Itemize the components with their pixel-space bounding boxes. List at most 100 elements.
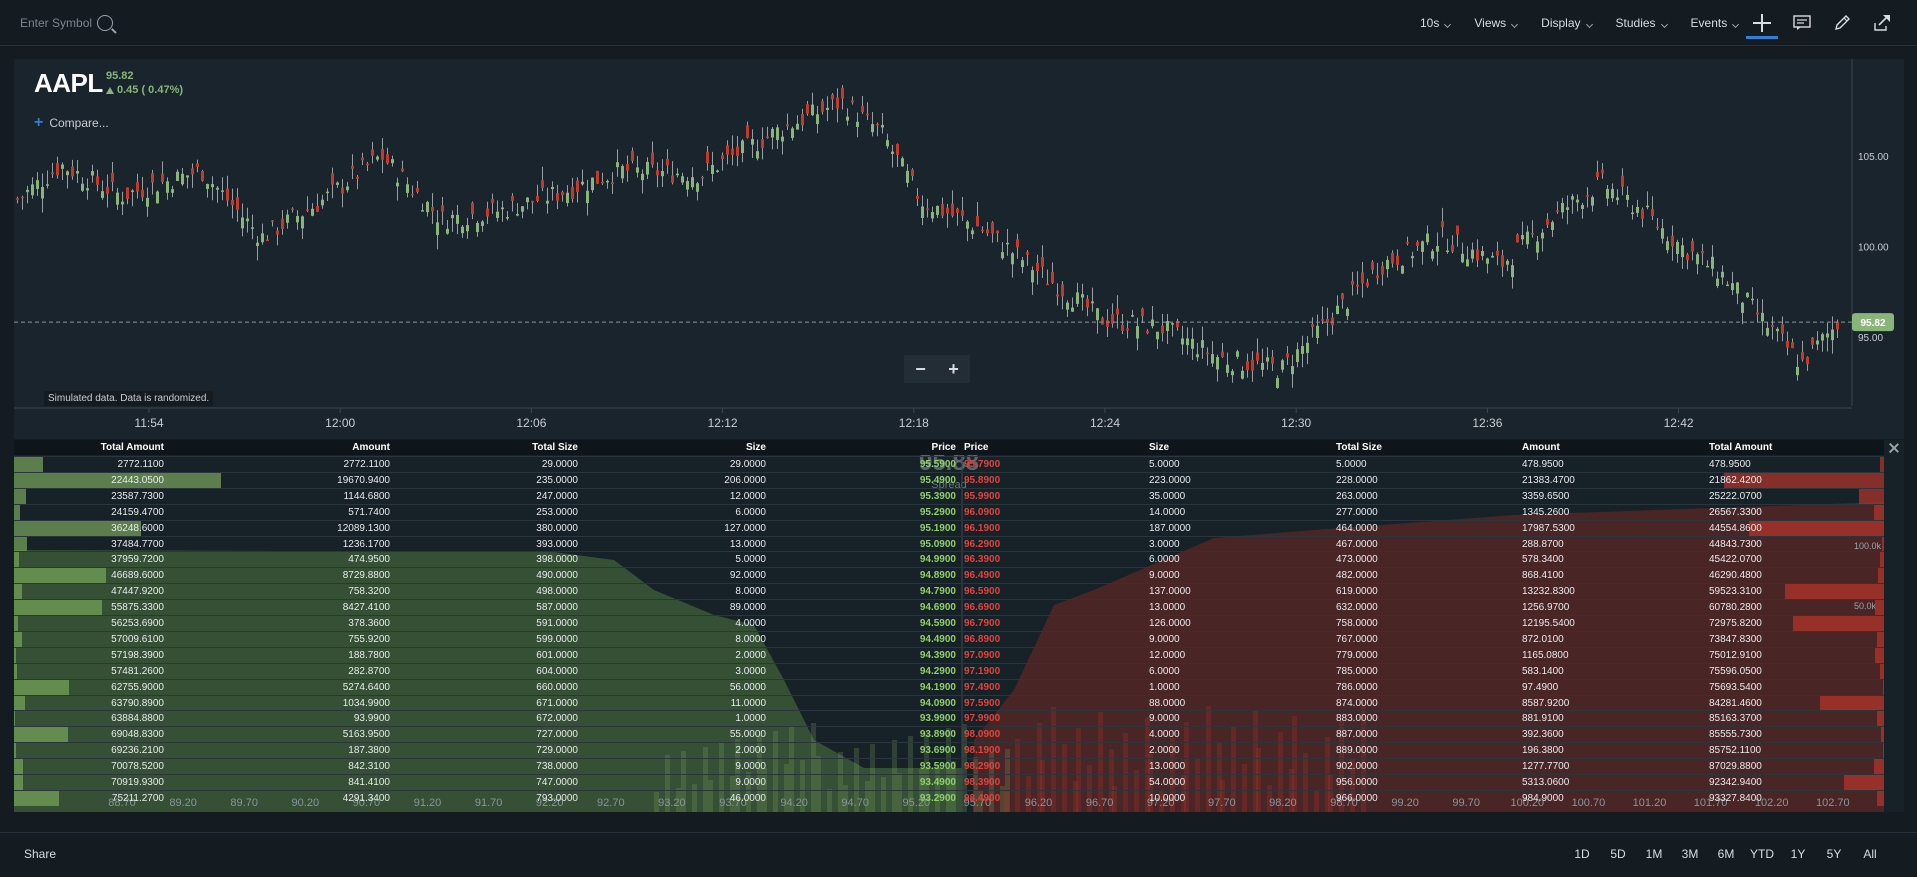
bid-cell: 70078.5200 xyxy=(111,761,164,773)
depth-row[interactable]: 36248.6000 12089.1300 380.0000 127.0000 95.1… xyxy=(14,519,1884,536)
depth-row[interactable]: 57009.6100 755.9200 599.0000 8.0000 94.4900 9… xyxy=(14,630,1884,647)
draw-button[interactable] xyxy=(1822,0,1862,46)
period-6m[interactable]: 6M xyxy=(1717,847,1735,861)
ticker-change-value: 0.45 ( 0.47%) xyxy=(117,84,184,96)
bid-cell: 380.0000 xyxy=(536,522,578,534)
candle-body xyxy=(541,180,544,188)
depth-row[interactable]: 2772.1100 2772.1100 29.0000 29.0000 95.5900 9… xyxy=(14,456,1884,472)
candle-body xyxy=(306,209,309,211)
depth-row[interactable]: 22443.0500 19670.9400 235.0000 206.0000 95.4… xyxy=(14,471,1884,488)
period-5y[interactable]: 5Y xyxy=(1826,847,1842,861)
candle-body xyxy=(766,136,769,138)
candle-body xyxy=(1466,259,1469,267)
period-ytd[interactable]: YTD xyxy=(1750,847,1774,861)
ask-cell: 785.0000 xyxy=(1336,665,1378,677)
depth-x-tick: 95.70 xyxy=(964,797,992,809)
depth-row[interactable]: 24159.4700 571.7400 253.0000 6.0000 95.2900 9… xyxy=(14,503,1884,520)
period-1m[interactable]: 1M xyxy=(1645,847,1663,861)
zoom-out-button[interactable]: − xyxy=(915,358,926,379)
bid-volume-bar xyxy=(719,743,724,812)
bid-cell: 19670.9400 xyxy=(337,474,390,486)
candle-body xyxy=(1516,234,1519,243)
candle-body xyxy=(926,208,929,210)
candle-body xyxy=(636,167,639,173)
candle-body xyxy=(496,211,499,218)
candle-body xyxy=(996,230,999,234)
depth-row[interactable]: 46689.6000 8729.8800 490.0000 92.0000 94.890… xyxy=(14,567,1884,584)
period-1y[interactable]: 1Y xyxy=(1790,847,1806,861)
candle-body xyxy=(1806,356,1809,365)
depth-row[interactable]: 70078.5200 842.3100 738.0000 9.0000 93.5900 9… xyxy=(14,758,1884,775)
period-3m[interactable]: 3M xyxy=(1681,847,1699,861)
depth-row[interactable]: 69236.2100 187.3800 729.0000 2.0000 93.6900 9… xyxy=(14,742,1884,759)
depth-row[interactable]: 57198.3900 188.7800 601.0000 2.0000 94.3900 9… xyxy=(14,646,1884,663)
ask-volume-bar xyxy=(1145,717,1150,812)
period-1d[interactable]: 1D xyxy=(1574,847,1590,861)
depth-row[interactable]: 56253.6900 378.3600 591.0000 4.0000 94.5900 9… xyxy=(14,615,1884,631)
bid-cell: 13.0000 xyxy=(729,538,766,550)
depth-row[interactable]: 37959.7200 474.9500 398.0000 5.0000 94.9900 9… xyxy=(14,551,1884,568)
info-panel-button[interactable] xyxy=(1782,0,1822,46)
candle-body xyxy=(1326,319,1329,323)
bid-cell: 747.0000 xyxy=(536,777,578,788)
period-5d[interactable]: 5D xyxy=(1610,847,1626,861)
bid-cell: 89.0000 xyxy=(729,602,766,614)
ask-cell: 137.0000 xyxy=(1149,586,1191,598)
ask-amount-bar xyxy=(1883,679,1884,695)
menu-events[interactable]: Events xyxy=(1691,16,1740,30)
menu-display[interactable]: Display xyxy=(1541,16,1593,30)
candle-body xyxy=(71,166,74,177)
candle-body xyxy=(371,149,374,156)
ask-cell: 187.0000 xyxy=(1149,522,1191,534)
candle-body xyxy=(236,197,239,210)
compare-link[interactable]: + Compare... xyxy=(34,114,109,132)
ask-cell: 26567.3300 xyxy=(1709,506,1762,518)
bid-amount-bar xyxy=(14,775,23,790)
bid-volume-bar xyxy=(1000,786,1005,812)
symbol-input[interactable] xyxy=(10,16,95,30)
depth-row[interactable]: 69048.8300 5163.9500 727.0000 55.0000 93.890… xyxy=(14,726,1884,743)
candle-body xyxy=(1481,251,1484,256)
candle-body xyxy=(921,206,924,218)
column-header: Size xyxy=(745,442,766,453)
depth-row[interactable]: 62755.9000 5274.6400 660.0000 56.0000 94.190… xyxy=(14,678,1884,695)
depth-row[interactable]: 57481.2600 282.8700 604.0000 3.0000 94.2900 9… xyxy=(14,662,1884,679)
period-all[interactable]: All xyxy=(1863,847,1877,861)
crosshair-button[interactable] xyxy=(1742,0,1782,46)
ask-price: 95.8900 xyxy=(964,474,1001,486)
x-tick-label: 12:42 xyxy=(1664,416,1694,430)
chevron-down-icon xyxy=(1732,20,1740,29)
depth-row[interactable]: 37484.7700 1236.1700 393.0000 13.0000 95.090… xyxy=(14,535,1884,552)
depth-row[interactable]: 55875.3300 8427.4100 587.0000 89.0000 94.690… xyxy=(14,599,1884,616)
share-export-button[interactable] xyxy=(1862,0,1902,46)
depth-x-tick: 101.20 xyxy=(1633,797,1667,809)
close-icon[interactable] xyxy=(1886,440,1902,456)
menu-views[interactable]: Views xyxy=(1474,16,1519,30)
chat-icon xyxy=(1793,15,1811,30)
candle-body xyxy=(451,214,454,219)
bid-cell: 37959.7200 xyxy=(111,554,164,566)
share-button[interactable]: Share xyxy=(24,847,57,861)
depth-row[interactable]: 23587.7300 1144.6800 247.0000 12.0000 95.390… xyxy=(14,487,1884,504)
depth-row[interactable]: 63884.8800 93.9900 672.0000 1.0000 93.9900 97… xyxy=(14,710,1884,727)
candle-body xyxy=(1736,282,1739,294)
menu-studies[interactable]: Studies xyxy=(1616,16,1668,30)
menu-interval[interactable]: 10s xyxy=(1420,16,1452,30)
bid-cell: 247.0000 xyxy=(536,490,578,502)
bid-cell: 474.9500 xyxy=(348,554,390,566)
ticker-change: 0.45 ( 0.47%) xyxy=(106,84,183,96)
depth-row[interactable]: 63790.8900 1034.9900 671.0000 11.0000 94.090… xyxy=(14,694,1884,711)
depth-row[interactable]: 75211.2700 4291.3400 793.0000 46.0000 93.290… xyxy=(14,789,1884,806)
zoom-in-button[interactable]: + xyxy=(948,358,959,379)
depth-row[interactable]: 47447.9200 758.3200 498.0000 8.0000 94.7900 9… xyxy=(14,583,1884,600)
bid-price: 95.5900 xyxy=(919,459,956,470)
depth-row[interactable]: 70919.9300 841.4100 747.0000 9.0000 93.4900 9… xyxy=(14,774,1884,790)
bid-cell: 2.0000 xyxy=(735,745,766,757)
search-icon[interactable] xyxy=(97,15,113,31)
export-icon xyxy=(1874,15,1890,31)
bid-amount-bar xyxy=(14,520,141,536)
x-tick-label: 12:30 xyxy=(1281,416,1311,430)
bid-volume-bar xyxy=(843,785,848,812)
candle-body xyxy=(361,157,364,161)
symbol-search[interactable] xyxy=(10,8,125,38)
